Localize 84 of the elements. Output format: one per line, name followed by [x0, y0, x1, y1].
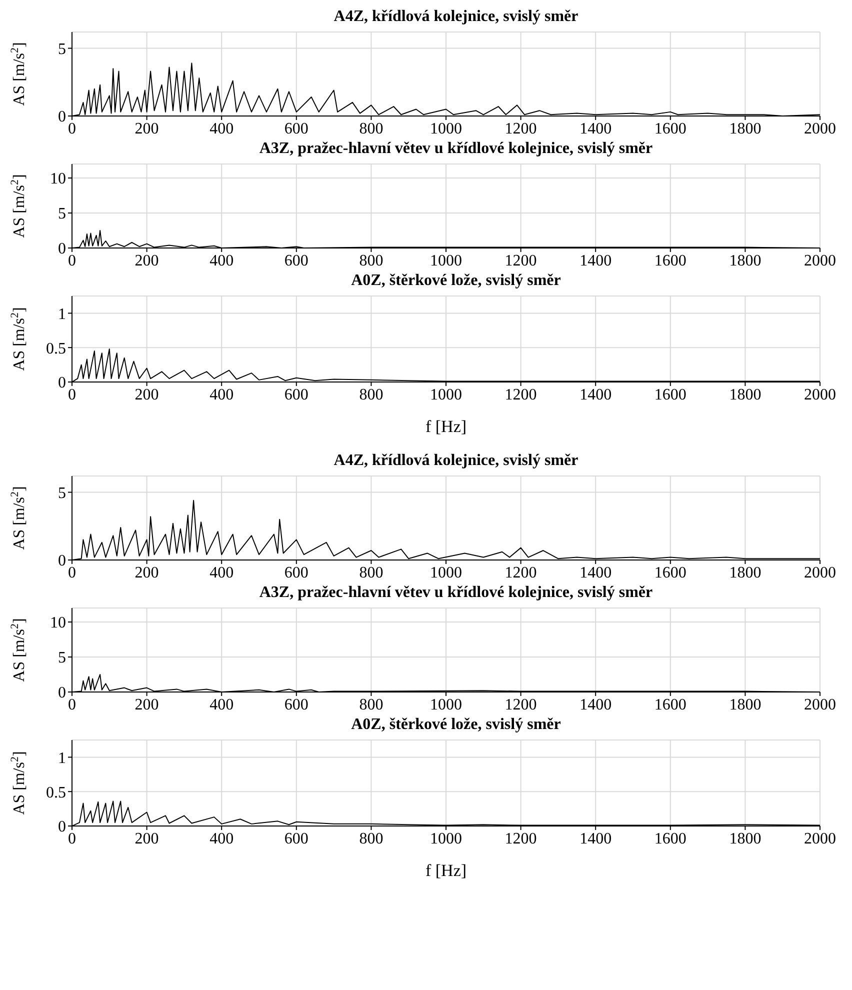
y-tick-label: 0.5	[46, 340, 66, 358]
x-tick-label: 400	[210, 696, 234, 714]
x-tick-label: 600	[284, 564, 308, 582]
x-tick-label: 2000	[804, 696, 836, 714]
y-tick-label: 1	[58, 306, 66, 323]
x-tick-label: 600	[284, 252, 308, 270]
y-tick-label: 10	[50, 170, 66, 188]
x-tick-label: 1400	[580, 386, 612, 404]
x-tick-label: 800	[359, 386, 384, 404]
x-tick-label: 600	[284, 696, 308, 714]
x-tick-label: 400	[210, 120, 234, 138]
x-tick-label: 1400	[580, 564, 612, 582]
x-tick-label: 1600	[654, 120, 686, 138]
x-tick-label: 1600	[654, 696, 686, 714]
x-tick-label: 1800	[729, 386, 762, 404]
x-tick-label: 200	[134, 564, 159, 582]
x-tick-label: 1600	[654, 830, 686, 848]
x-tick-label: 200	[134, 252, 159, 270]
x-tick-label: 200	[134, 696, 159, 714]
x-tick-label: 600	[284, 386, 308, 404]
x-tick-label: 1800	[729, 696, 762, 714]
x-tick-label: 200	[134, 830, 159, 848]
x-tick-label: 1800	[729, 564, 762, 582]
x-tick-label: 1400	[580, 120, 612, 138]
x-tick-label: 2000	[804, 252, 836, 270]
x-tick-label: 800	[359, 830, 384, 848]
chart-title: A4Z, křídlová kolejnice, svislý směr	[332, 8, 580, 26]
x-tick-label: 600	[284, 120, 308, 138]
x-tick-label: 1800	[729, 252, 762, 270]
x-tick-label: 800	[359, 696, 384, 714]
x-tick-label: 1400	[580, 696, 612, 714]
y-tick-label: 0	[58, 108, 66, 126]
x-tick-label: 1400	[580, 830, 612, 848]
x-tick-label: 800	[359, 564, 384, 582]
y-tick-label: 0	[58, 552, 66, 570]
x-tick-label: 2000	[804, 120, 836, 138]
x-tick-label: 1800	[729, 830, 762, 848]
x-tick-label: 1000	[430, 564, 462, 582]
x-tick-label: 200	[134, 120, 159, 138]
y-tick-label: 1	[58, 750, 66, 767]
chart-title: A4Z, křídlová kolejnice, svislý směr	[332, 452, 580, 470]
x-axis-title: f [Hz]	[425, 861, 467, 880]
y-tick-label: 10	[50, 614, 66, 632]
x-tick-label: 1800	[729, 120, 762, 138]
x-tick-label: 1200	[504, 120, 537, 138]
x-axis-title: f [Hz]	[425, 417, 467, 436]
x-tick-label: 2000	[804, 564, 836, 582]
y-tick-label: 5	[58, 650, 66, 667]
y-tick-label: 0	[58, 818, 66, 836]
x-tick-label: 400	[210, 830, 234, 848]
chart-title: A3Z, pražec-hlavní větev u křídlové kolejnice, svislý směr	[258, 584, 654, 602]
x-tick-label: 400	[210, 386, 234, 404]
x-tick-label: 400	[210, 252, 234, 270]
x-tick-label: 1200	[504, 696, 537, 714]
chart-title: A0Z, štěrkové lože, svislý směr	[350, 272, 562, 290]
y-tick-label: 0	[58, 240, 66, 258]
y-tick-label: 5	[58, 40, 66, 58]
x-tick-label: 1600	[654, 252, 686, 270]
y-tick-label: 0.5	[46, 784, 66, 802]
x-tick-label: 1000	[430, 830, 462, 848]
x-tick-label: 1200	[504, 386, 537, 404]
chart-title: A0Z, štěrkové lože, svislý směr	[350, 716, 562, 734]
x-tick-label: 1400	[580, 252, 612, 270]
x-tick-label: 1000	[430, 386, 462, 404]
x-tick-label: 1600	[654, 564, 686, 582]
y-tick-label: 0	[58, 684, 66, 702]
x-tick-label: 1600	[654, 386, 686, 404]
x-tick-label: 400	[210, 564, 234, 582]
y-tick-label: 5	[58, 484, 66, 502]
x-tick-label: 1000	[430, 252, 462, 270]
x-tick-label: 200	[134, 386, 159, 404]
x-tick-label: 2000	[804, 830, 836, 848]
x-tick-label: 1200	[504, 564, 537, 582]
x-tick-label: 1000	[430, 696, 462, 714]
x-tick-label: 1000	[430, 120, 462, 138]
x-tick-label: 1200	[504, 252, 537, 270]
x-tick-label: 1200	[504, 830, 537, 848]
x-tick-label: 800	[359, 252, 384, 270]
y-tick-label: 0	[58, 374, 66, 392]
x-tick-label: 800	[359, 120, 384, 138]
chart-title: A3Z, pražec-hlavní větev u křídlové kolejnice, svislý směr	[258, 140, 654, 158]
x-tick-label: 600	[284, 830, 308, 848]
x-tick-label: 2000	[804, 386, 836, 404]
y-tick-label: 5	[58, 206, 66, 223]
